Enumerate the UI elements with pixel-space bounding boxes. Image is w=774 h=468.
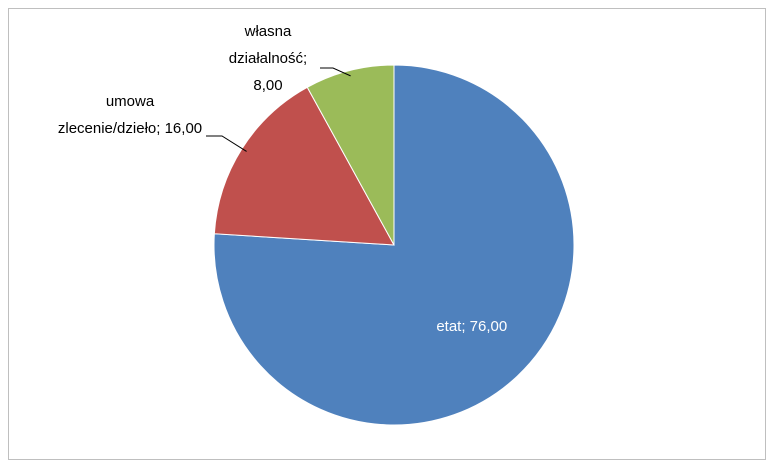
pie-slice bbox=[213, 64, 575, 426]
leader-line bbox=[206, 135, 247, 152]
data-label: etat; 76,00 bbox=[436, 318, 507, 335]
pie-slice bbox=[306, 64, 395, 246]
leader-line bbox=[320, 67, 351, 77]
data-label: umowa zlecenie/dzieło; 16,00 bbox=[57, 93, 203, 137]
data-label: własna działalność; 8,00 bbox=[228, 23, 308, 94]
